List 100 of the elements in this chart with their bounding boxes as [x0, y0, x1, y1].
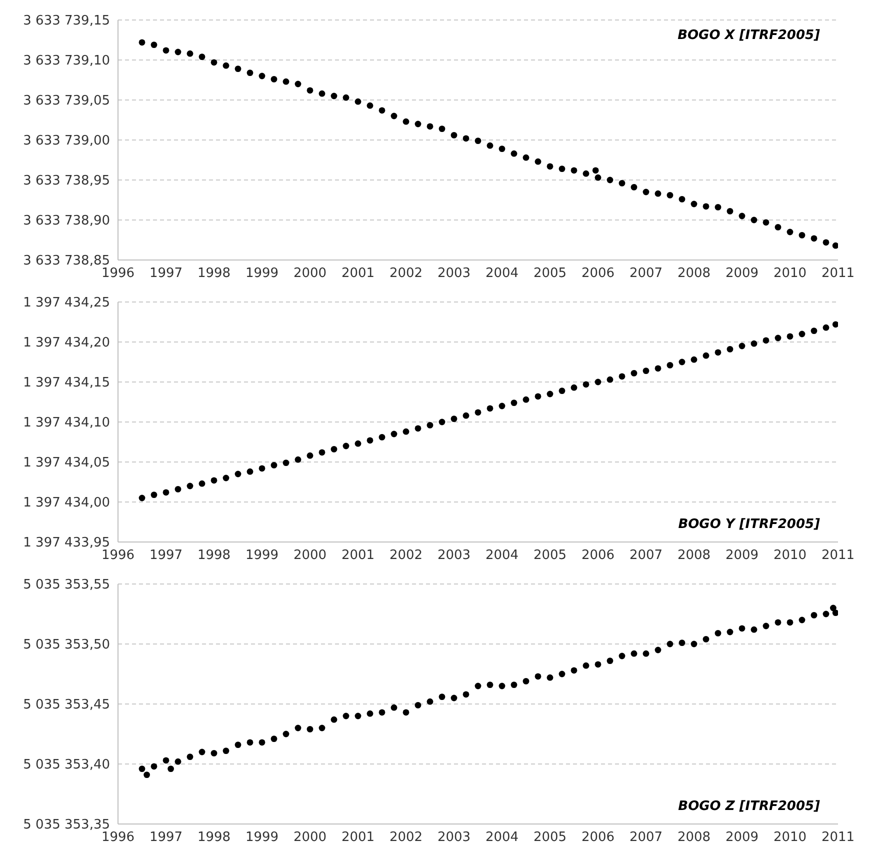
y-tick-label: 1 397 434,25: [23, 296, 110, 311]
x-tick-label: 2000: [293, 266, 327, 282]
point: [546, 390, 554, 398]
point: [738, 342, 746, 350]
point: [402, 428, 410, 435]
point: [378, 434, 386, 440]
point: [690, 356, 698, 363]
point: [450, 416, 458, 422]
point: [150, 492, 158, 498]
point: [330, 446, 338, 452]
text: BOGO Y [ITRF2005]: [678, 517, 820, 532]
point: [750, 340, 758, 347]
point: [822, 324, 830, 331]
x-tick-label: 2008: [677, 548, 711, 564]
x-tick-label: 2008: [677, 266, 711, 282]
text: BOGO Z [ITRF2005]: [678, 799, 820, 814]
point: [582, 381, 590, 388]
point: [282, 460, 290, 466]
point: [306, 452, 314, 459]
point: [654, 365, 662, 372]
point: [606, 376, 614, 383]
x-tick-label: 2009: [725, 548, 759, 564]
point: [174, 486, 182, 492]
x-tick-label: 2001: [341, 266, 375, 282]
x-tick-label: 2007: [629, 548, 663, 564]
x-tick-label: 2004: [485, 830, 519, 846]
point: [630, 370, 638, 376]
point: [702, 352, 710, 359]
point: [186, 482, 194, 490]
x-tick-label: 2005: [533, 830, 567, 846]
y-tick-label: 3 633 738,85: [23, 254, 110, 269]
point: [414, 425, 422, 432]
point: [438, 418, 446, 426]
point: [522, 396, 530, 403]
x-tick-label: 1999: [245, 548, 279, 564]
x-tick-label: 1999: [245, 830, 279, 846]
point: [678, 358, 686, 366]
point: [462, 412, 470, 419]
x-tick-label: 2000: [293, 548, 327, 564]
x-tick-label: 1996: [101, 830, 135, 846]
x-tick-label: 2000: [293, 830, 327, 846]
point: [810, 328, 818, 334]
point: [294, 456, 302, 463]
y-tick-label: 1 397 434,05: [23, 456, 110, 471]
point: [786, 333, 794, 340]
point: [210, 477, 218, 484]
x-tick-label: 2002: [389, 830, 423, 846]
x-tick-label: 1997: [149, 548, 183, 564]
point: [138, 494, 146, 502]
point: [726, 346, 734, 352]
y-tick-label: 1 397 434,10: [23, 416, 110, 431]
point: [558, 388, 566, 394]
point: [498, 402, 506, 410]
point: [486, 405, 494, 412]
y-tick-label: 3 633 738,90: [23, 214, 110, 229]
x-tick-label: 1996: [101, 548, 135, 564]
x-tick-label: 2002: [389, 266, 423, 282]
y-tick-label: 5 035 353,55: [23, 578, 110, 593]
point: [162, 489, 170, 496]
point: [270, 462, 278, 468]
y-tick-label: 3 633 739,10: [23, 54, 110, 69]
point: [198, 480, 206, 487]
x-tick-label: 2004: [485, 548, 519, 564]
point: [258, 465, 266, 472]
x-tick-label: 2010: [773, 548, 807, 564]
point: [510, 400, 518, 406]
point: [570, 384, 578, 391]
x-tick-label: 2006: [581, 830, 615, 846]
y-tick-label: 3 633 739,00: [23, 134, 110, 149]
x-tick-label: 1997: [149, 830, 183, 846]
x-tick-label: 2007: [629, 830, 663, 846]
point: [714, 349, 722, 356]
x-tick-label: 2011: [821, 830, 855, 846]
y-tick-label: 3 633 739,15: [23, 14, 110, 29]
y-tick-label: 5 035 353,35: [23, 818, 110, 833]
x-tick-label: 1998: [197, 266, 231, 282]
x-tick-label: 2007: [629, 266, 663, 282]
point: [618, 373, 626, 380]
x-tick-label: 2006: [581, 266, 615, 282]
y-tick-label: 5 035 353,40: [23, 758, 110, 773]
y-tick-label: 5 035 353,50: [23, 638, 110, 653]
x-tick-label: 2001: [341, 830, 375, 846]
point: [762, 337, 770, 344]
x-tick-label: 2003: [437, 548, 471, 564]
point: [246, 468, 254, 475]
x-tick-label: 2005: [533, 548, 567, 564]
y-tick-label: 5 035 353,45: [23, 698, 110, 713]
y-tick-label: 1 397 434,20: [23, 336, 110, 351]
text: BOGO X [ITRF2005]: [678, 28, 820, 43]
point: [318, 449, 326, 456]
point: [474, 409, 482, 416]
point: [832, 321, 838, 328]
x-tick-label: 2011: [821, 548, 855, 564]
x-tick-label: 2004: [485, 266, 519, 282]
x-tick-label: 1998: [197, 830, 231, 846]
point: [594, 378, 602, 386]
x-tick-label: 2001: [341, 548, 375, 564]
x-tick-label: 2010: [773, 266, 807, 282]
x-tick-label: 2006: [581, 548, 615, 564]
x-tick-label: 2010: [773, 830, 807, 846]
